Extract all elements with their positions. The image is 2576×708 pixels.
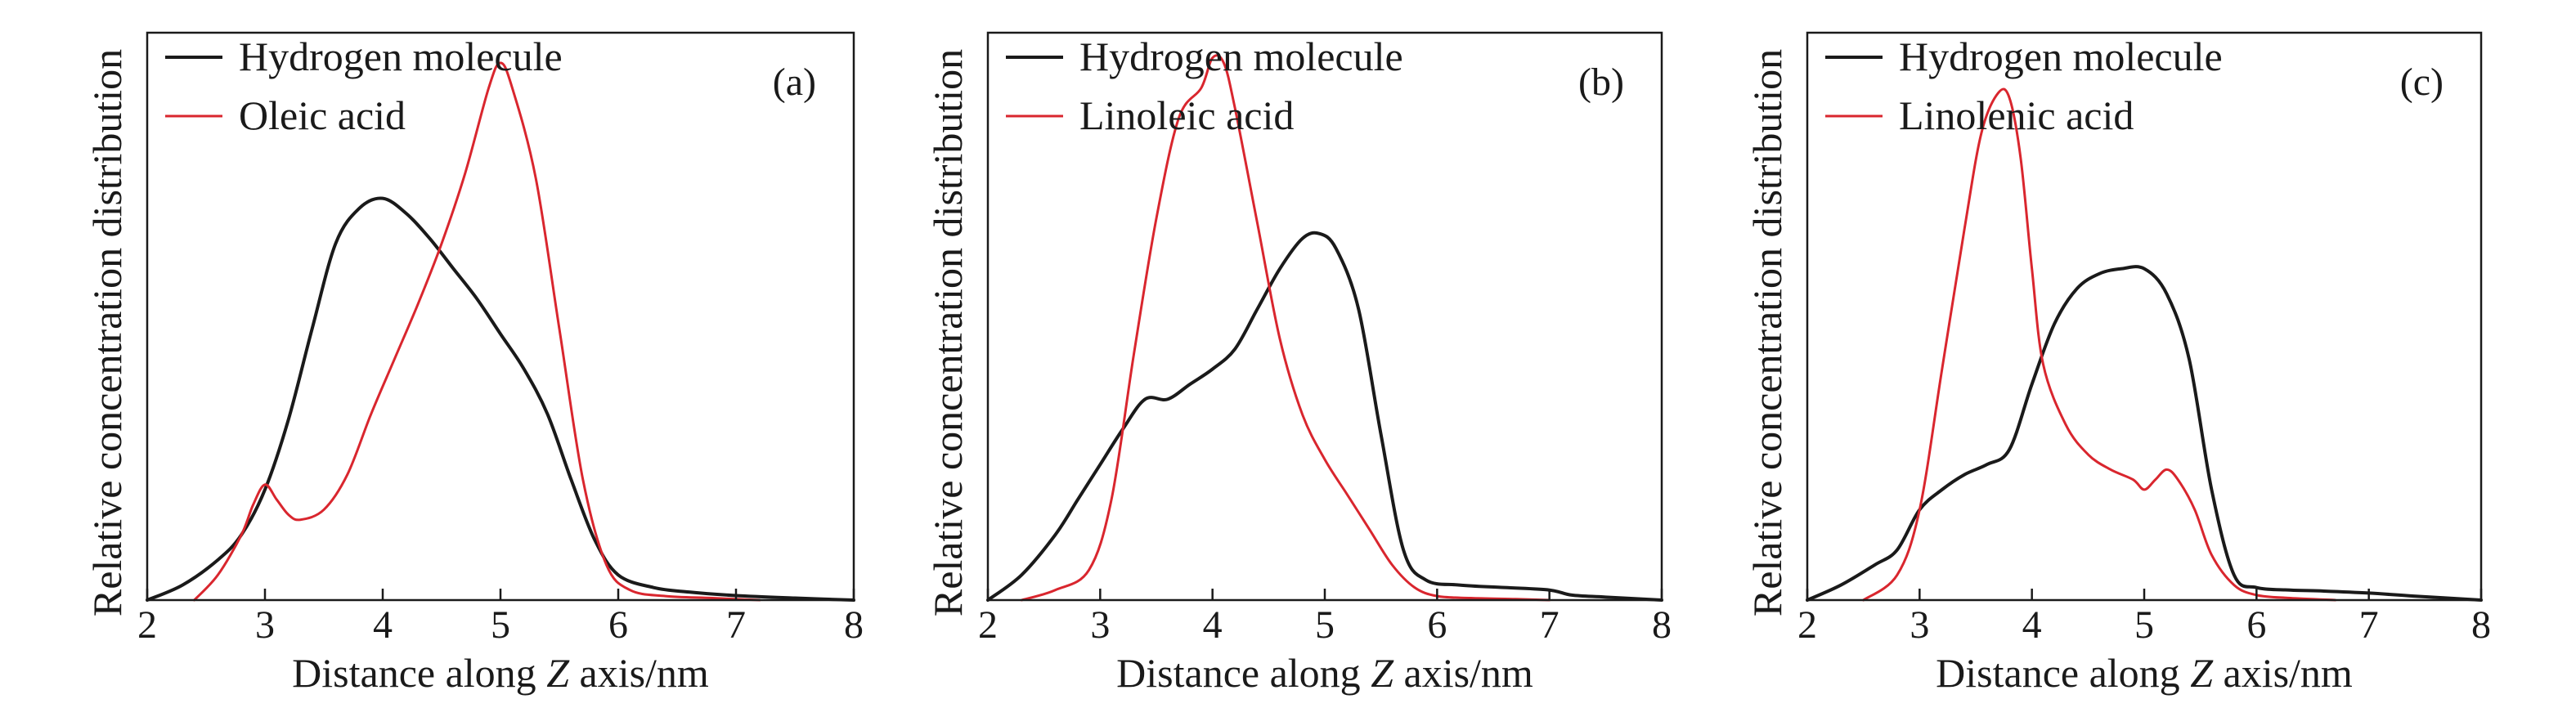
legend-label-acid: Oleic acid (239, 92, 406, 138)
panel-label: (b) (1578, 60, 1624, 104)
y-axis-label: Relative concentration distribution (84, 49, 130, 616)
y-axis-label: Relative concentration distribution (1744, 49, 1790, 616)
chart-panel-2: 2 3 4 5 6 7 8 Distance along Z axis/nm Relative … (1744, 31, 2491, 696)
x-tick-label: 7 (726, 603, 746, 647)
legend-label-hydrogen: Hydrogen molecule (239, 34, 563, 79)
x-axis-label-italic: Z (2190, 650, 2214, 696)
x-tick-label: 3 (1910, 603, 1929, 647)
chart-panel-1: 2 3 4 5 6 7 8 Distance along Z axis/nm Relative … (925, 31, 1672, 696)
x-tick-label: 7 (2359, 603, 2379, 647)
x-tick-label: 2 (1797, 603, 1817, 647)
x-tick-label: 5 (1315, 603, 1335, 647)
x-axis-label: Distance along Z axis/nm (1936, 650, 2353, 696)
x-tick-label: 4 (2022, 603, 2042, 647)
legend-label-hydrogen: Hydrogen molecule (1899, 34, 2223, 79)
legend-label-acid: Linoleic acid (1079, 92, 1294, 138)
series-line-acid (1862, 87, 2336, 602)
x-tick-label: 8 (2471, 603, 2491, 647)
x-axis-label: Distance along Z axis/nm (292, 650, 709, 696)
series-line-acid (1020, 54, 1551, 602)
x-tick-label: 5 (491, 603, 510, 647)
panel-label: (c) (2400, 60, 2444, 104)
x-tick-label: 6 (2246, 603, 2266, 647)
x-tick-label: 6 (608, 603, 628, 647)
x-tick-label: 3 (1090, 603, 1110, 647)
x-tick-label: 6 (1427, 603, 1447, 647)
x-axis-label-italic: Z (1371, 650, 1394, 696)
x-tick-label: 5 (2134, 603, 2154, 647)
x-tick-label: 2 (137, 603, 157, 647)
x-tick-label: 7 (1540, 603, 1560, 647)
x-axis-label: Distance along Z axis/nm (1116, 650, 1533, 696)
series-line-acid (193, 61, 761, 602)
panel-label: (a) (773, 60, 816, 104)
x-axis-label-pre: Distance along (1936, 650, 2190, 696)
series-line-hydrogen (986, 231, 1663, 602)
x-tick-label: 4 (1203, 603, 1223, 647)
series-line-hydrogen (1806, 265, 2483, 602)
x-axis-label-pre: Distance along (1116, 650, 1371, 696)
x-tick-label: 3 (255, 603, 275, 647)
series-line-hydrogen (146, 196, 855, 602)
legend-label-hydrogen: Hydrogen molecule (1079, 34, 1403, 79)
x-axis-label-post: axis/nm (1393, 650, 1533, 696)
chart-panel-0: 2 3 4 5 6 7 8 Distance along Z axis/nm Relative … (84, 31, 864, 696)
legend-label-acid: Linolenic acid (1899, 92, 2134, 138)
x-tick-label: 8 (1652, 603, 1672, 647)
x-tick-label: 4 (373, 603, 393, 647)
x-tick-label: 2 (978, 603, 998, 647)
x-axis-label-post: axis/nm (569, 650, 709, 696)
x-axis-label-italic: Z (546, 650, 570, 696)
x-axis-label-pre: Distance along (292, 650, 546, 696)
x-axis-label-post: axis/nm (2213, 650, 2353, 696)
y-axis-label: Relative concentration distribution (925, 49, 971, 616)
x-tick-label: 8 (844, 603, 864, 647)
